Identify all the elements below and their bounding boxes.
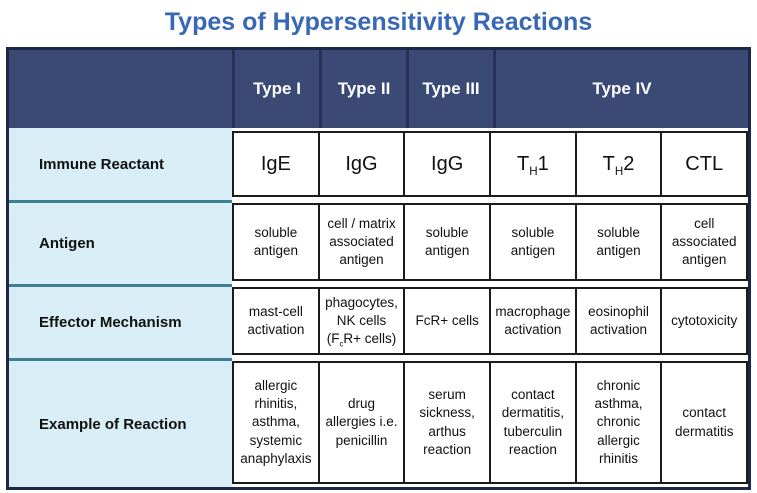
table-cell: IgG	[403, 131, 492, 197]
row-cells: mast-cell activation phagocytes, NK cells…	[232, 284, 749, 358]
row-label: Example of Reaction	[9, 358, 232, 487]
table-cell: drug allergies i.e. penicillin	[317, 361, 406, 484]
table-body: Immune Reactant IgE IgG IgG TH1 TH2 CTL Antigen…	[9, 128, 749, 487]
table-cell-text: IgG	[431, 152, 464, 175]
table-cell: serum sickness, arthus reaction	[403, 361, 492, 484]
table-cell: CTL	[660, 131, 749, 197]
row-label: Antigen	[9, 200, 232, 284]
table-cell-text: FcR+ cells	[415, 312, 479, 328]
table-cell: TH2	[574, 131, 663, 197]
table-cell-text: soluble antigen	[510, 224, 555, 258]
header-type-iii: Type III	[406, 50, 493, 128]
table-cell-text: soluble antigen	[425, 224, 470, 258]
table-cell-text: CTL	[685, 152, 724, 175]
row-cells: soluble antigen cell / matrix associated …	[232, 200, 749, 284]
table-cell: mast-cell activation	[232, 287, 320, 355]
table-cell-text: IgE	[260, 152, 291, 175]
table-cell: cytotoxicity	[660, 287, 749, 355]
table-cell-text: soluble antigen	[596, 224, 641, 258]
table-cell-text: cytotoxicity	[671, 312, 738, 328]
table-cell-text: macrophage activation	[495, 303, 571, 337]
table-cell: cell associated antigen	[660, 203, 749, 281]
page-title: Types of Hypersensitivity Reactions	[164, 8, 593, 36]
header-type-ii: Type II	[319, 50, 406, 128]
table-cell: soluble antigen	[489, 203, 577, 281]
header-columns: Type I Type II Type III Type IV	[232, 50, 748, 128]
table-cell: allergic rhinitis, asthma, systemic anap…	[232, 361, 320, 484]
table-cell-text: serum sickness, arthus reaction	[419, 387, 475, 457]
hypersensitivity-table: Type I Type II Type III Type IV Immune R…	[6, 47, 751, 490]
header-type-i: Type I	[232, 50, 319, 128]
table-cell-text: cell associated antigen	[671, 215, 737, 268]
header-corner-cell	[9, 50, 232, 128]
table-row: Example of Reaction allergic rhinitis, as…	[9, 358, 749, 487]
table-cell: soluble antigen	[403, 203, 492, 281]
table-cell: soluble antigen	[574, 203, 663, 281]
table-cell-text: chronic asthma, chronic allergic rhiniti…	[594, 377, 643, 466]
table-cell-text: contact dermatitis	[674, 405, 734, 439]
table-cell-text: mast-cell activation	[247, 303, 305, 337]
table-cell: contact dermatitis	[660, 361, 749, 484]
header-type-iv: Type IV	[493, 50, 748, 128]
row-label: Immune Reactant	[9, 128, 232, 200]
table-cell-text: TH1	[516, 152, 549, 178]
table-cell: eosinophil activation	[574, 287, 663, 355]
table-cell-text: phagocytes, NK cells (FcR+ cells)	[325, 294, 398, 349]
table-cell: IgG	[317, 131, 406, 197]
table-cell: chronic asthma, chronic allergic rhiniti…	[574, 361, 663, 484]
table-cell-text: allergic rhinitis, asthma, systemic anap…	[240, 377, 312, 466]
table-cell: FcR+ cells	[403, 287, 492, 355]
table-cell: cell / matrix associated antigen	[317, 203, 406, 281]
table-row: Immune Reactant IgE IgG IgG TH1 TH2 CTL	[9, 128, 749, 200]
table-row: Antigen soluble antigen cell / matrix asso…	[9, 200, 749, 284]
table-cell-text: IgG	[345, 152, 378, 175]
table-cell-text: TH2	[602, 152, 635, 178]
table-cell: contact dermatitis, tuberculin reaction	[489, 361, 577, 484]
table-cell: macrophage activation	[489, 287, 577, 355]
table-cell-text: drug allergies i.e. penicillin	[325, 396, 398, 448]
table-cell-text: eosinophil activation	[588, 303, 649, 337]
row-cells: IgE IgG IgG TH1 TH2 CTL	[232, 128, 749, 200]
table-row: Effector Mechanism mast-cell activation ph…	[9, 284, 749, 358]
table-cell: IgE	[232, 131, 320, 197]
table-cell-text: contact dermatitis, tuberculin reaction	[501, 387, 564, 457]
table-header-row: Type I Type II Type III Type IV	[9, 50, 748, 128]
table-cell: soluble antigen	[232, 203, 320, 281]
row-label: Effector Mechanism	[9, 284, 232, 358]
row-cells: allergic rhinitis, asthma, systemic anap…	[232, 358, 749, 487]
table-cell-text: soluble antigen	[253, 224, 298, 258]
table-cell: phagocytes, NK cells (FcR+ cells)	[317, 287, 406, 355]
table-cell-text: cell / matrix associated antigen	[327, 215, 396, 268]
table-cell: TH1	[489, 131, 577, 197]
